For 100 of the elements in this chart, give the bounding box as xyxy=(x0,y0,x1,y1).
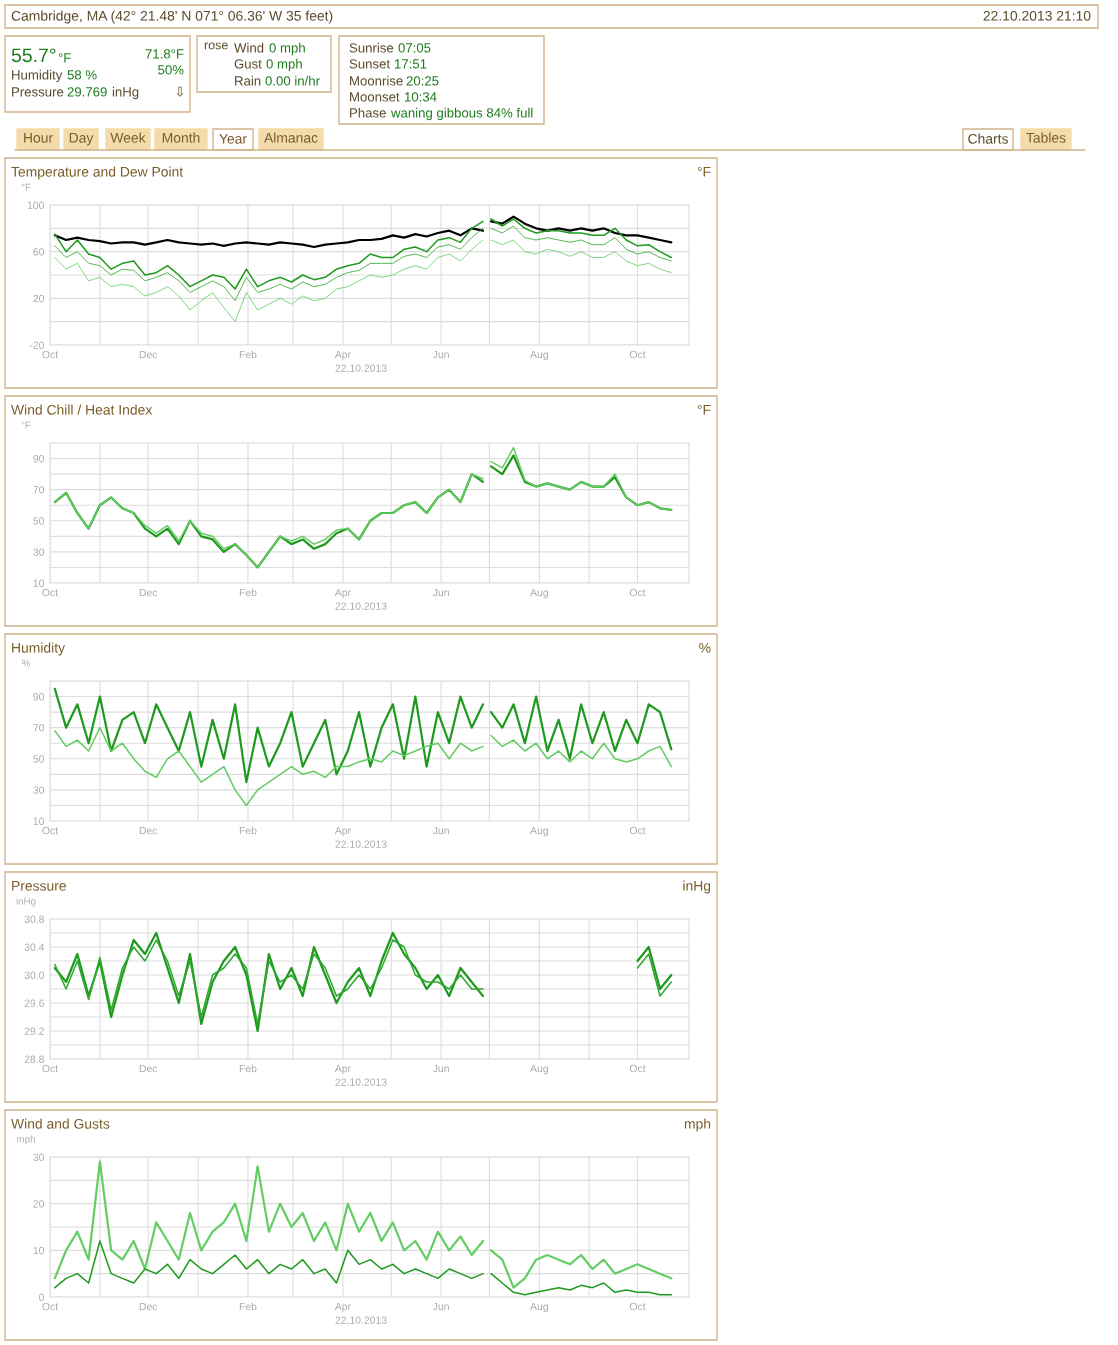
x-tick-label: Oct xyxy=(42,588,59,597)
y-tick-label: 20 xyxy=(33,1200,45,1208)
y-tick-label: 30 xyxy=(33,786,45,794)
text: 0 mph xyxy=(266,58,302,72)
x-axis-title: 22.10.2013 xyxy=(335,1316,387,1324)
text: 0 mph xyxy=(269,42,305,56)
text: ⇩ xyxy=(176,86,184,97)
x-tick-label: Oct xyxy=(42,350,59,359)
y-tick-label: -20 xyxy=(29,341,45,349)
x-tick-label: Dec xyxy=(139,826,158,835)
text: inHg xyxy=(683,880,711,894)
y-axis-title: mph xyxy=(17,1135,35,1145)
chart-title: Wind Chill / Heat Index xyxy=(11,404,153,415)
y-tick-label: 30 xyxy=(33,1153,45,1161)
x-axis-title: 22.10.2013 xyxy=(335,1078,387,1086)
text: Day xyxy=(69,133,94,146)
text: 58 % xyxy=(67,70,97,80)
text: °F xyxy=(697,404,711,415)
x-tick-label: Aug xyxy=(530,1064,548,1075)
x-tick-label: Apr xyxy=(334,1302,351,1313)
x-tick-label: Jun xyxy=(432,1064,449,1073)
text: 29.769 xyxy=(67,87,107,97)
text: Sunrise xyxy=(349,42,394,53)
y-axis-title: inHg xyxy=(16,897,36,907)
text: Month xyxy=(162,132,200,143)
x-tick-label: Feb xyxy=(239,826,257,835)
y-tick-label: 70 xyxy=(33,724,45,732)
y-axis-title: °F xyxy=(21,421,31,429)
x-tick-label: Feb xyxy=(239,1302,257,1311)
text: 55.7° xyxy=(11,48,56,63)
x-tick-label: Feb xyxy=(239,350,257,359)
text: Gust xyxy=(234,59,262,69)
y-tick-label: 60 xyxy=(33,248,45,256)
y-tick-label: 20 xyxy=(33,294,45,303)
x-tick-label: Feb xyxy=(239,588,257,597)
text: Hour xyxy=(24,133,53,143)
text: Moonrise xyxy=(350,75,403,86)
y-tick-label: 28.8 xyxy=(24,1055,44,1063)
chart-title: Temperature and Dew Point xyxy=(11,166,184,180)
text: 0.00 in/hr xyxy=(265,75,320,86)
x-axis-title: 22.10.2013 xyxy=(335,364,387,372)
chart-title: Humidity xyxy=(12,642,65,656)
y-tick-label: 100 xyxy=(27,201,45,209)
x-axis-title: 22.10.2013 xyxy=(335,602,387,610)
y-tick-label: 30.0 xyxy=(24,971,45,979)
x-tick-label: Dec xyxy=(139,350,158,359)
y-tick-label: 90 xyxy=(33,455,45,463)
x-tick-label: Jun xyxy=(432,350,449,359)
x-tick-label: Oct xyxy=(629,588,646,597)
x-tick-label: Apr xyxy=(334,1064,351,1075)
text: Year xyxy=(219,134,247,144)
y-tick-label: 50 xyxy=(33,755,45,763)
text: Sunset xyxy=(349,59,390,69)
y-tick-label: 30.4 xyxy=(24,943,45,951)
x-tick-label: Apr xyxy=(334,350,351,361)
text: 22.10.2013 21:10 xyxy=(983,10,1091,21)
text: % xyxy=(699,642,711,653)
x-tick-label: Aug xyxy=(530,588,548,599)
text: Pressure xyxy=(12,87,64,97)
text: 10:34 xyxy=(405,92,437,102)
text: Rain xyxy=(235,75,261,86)
text: Almanac xyxy=(264,132,318,143)
chart-title: Wind and Gusts xyxy=(11,1118,110,1129)
x-tick-label: Dec xyxy=(139,588,158,597)
x-tick-label: Jun xyxy=(432,588,449,597)
x-tick-label: Oct xyxy=(629,826,646,835)
text: 07:05 xyxy=(398,43,431,53)
y-tick-label: 50 xyxy=(33,517,45,525)
x-tick-label: Dec xyxy=(139,1302,158,1311)
y-tick-label: 10 xyxy=(33,817,45,825)
x-tick-label: Oct xyxy=(629,1302,646,1311)
y-tick-label: 30 xyxy=(33,548,45,556)
text: Phase xyxy=(350,107,386,118)
text: Charts xyxy=(968,133,1008,144)
text: waning gibbous 84% full xyxy=(390,107,533,121)
text: 17:51 xyxy=(395,59,427,69)
x-tick-label: Oct xyxy=(42,826,59,835)
text: Cambridge, MA (42° 21.48' N 071° 06.36' W 35 feet) xyxy=(11,10,333,24)
x-tick-label: Oct xyxy=(42,1064,59,1073)
text: °F xyxy=(697,166,711,177)
text: 71.8°F xyxy=(145,49,184,59)
x-tick-label: Jun xyxy=(432,1302,449,1311)
x-tick-label: Aug xyxy=(530,1302,548,1313)
x-tick-label: Jun xyxy=(432,826,449,835)
text: mph xyxy=(684,1118,711,1132)
x-tick-label: Apr xyxy=(334,826,351,837)
x-tick-label: Feb xyxy=(239,1064,257,1073)
y-tick-label: 30.8 xyxy=(24,915,44,923)
x-tick-label: Oct xyxy=(42,1302,59,1311)
text: Humidity xyxy=(12,69,63,83)
y-tick-label: 90 xyxy=(33,693,45,701)
y-axis-title: % xyxy=(22,659,30,667)
text: Week xyxy=(110,132,146,143)
x-tick-label: Oct xyxy=(629,1064,646,1073)
text: 50% xyxy=(158,65,184,75)
text: Moonset xyxy=(350,92,400,102)
x-tick-label: Aug xyxy=(530,350,548,361)
x-axis-title: 22.10.2013 xyxy=(335,840,387,848)
text: inHg xyxy=(112,86,139,100)
text: °F xyxy=(58,53,71,63)
